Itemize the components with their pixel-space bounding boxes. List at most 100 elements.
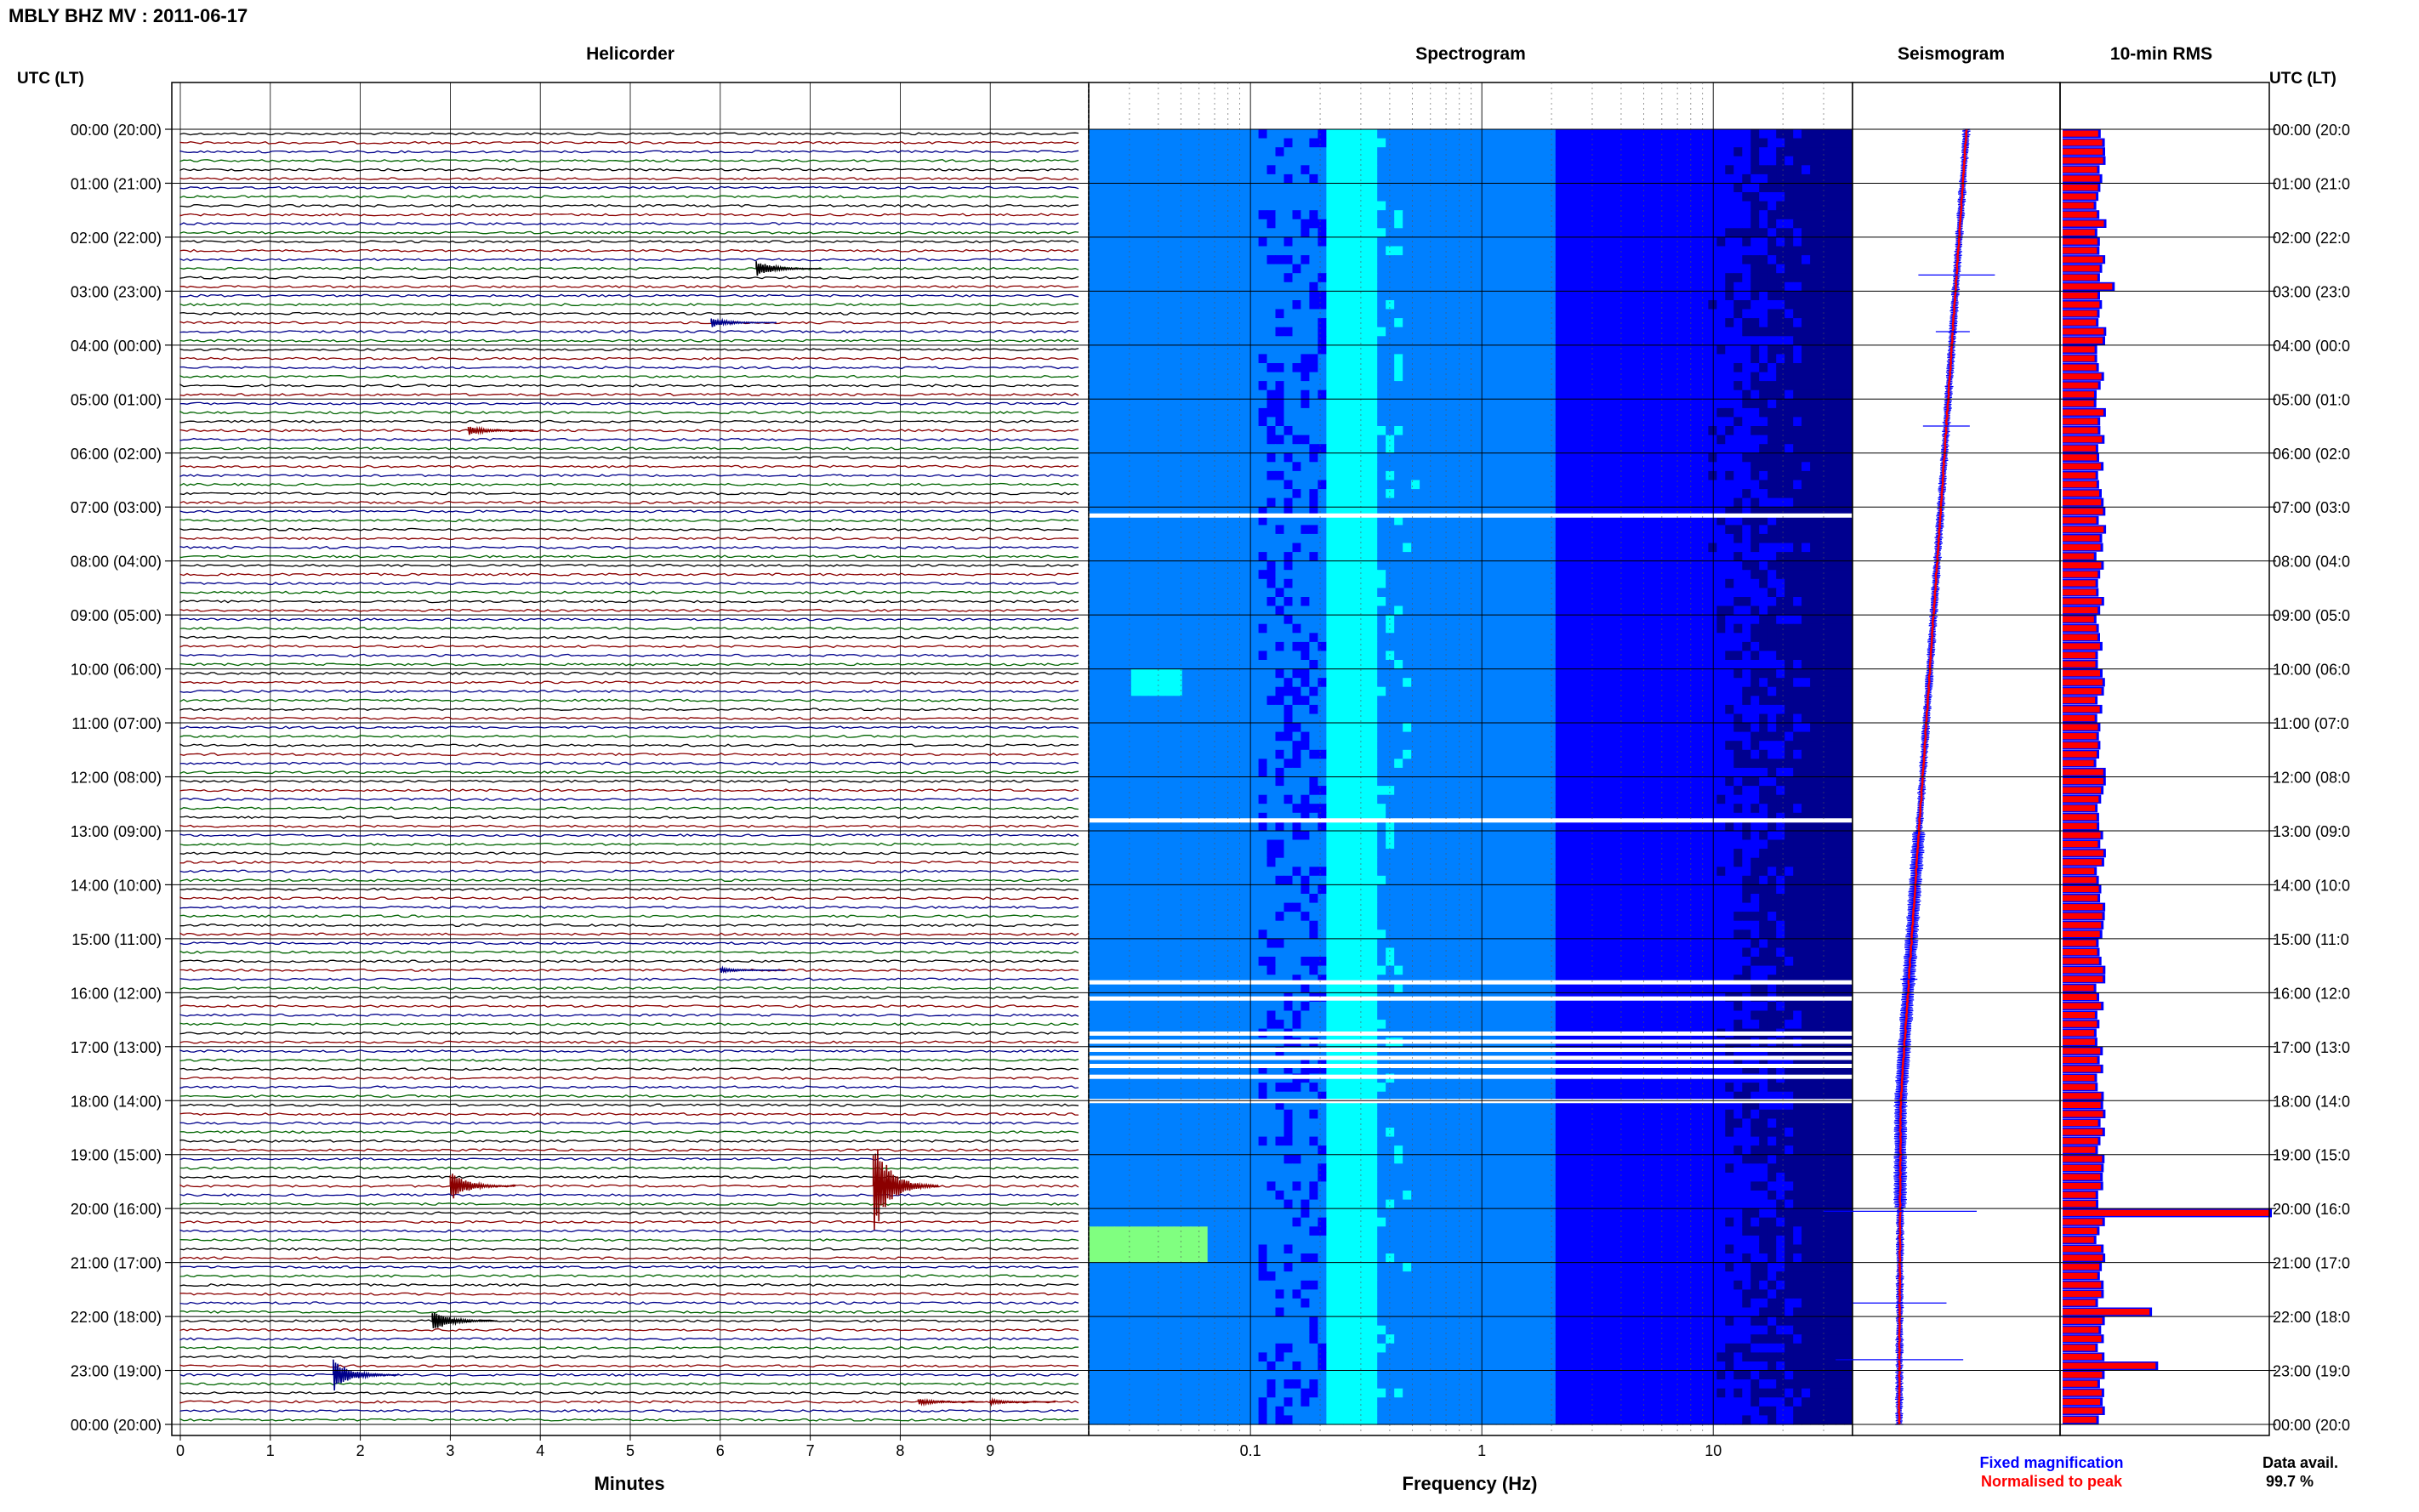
spectrogram-cell (1580, 201, 1591, 211)
spectrogram-cell (1529, 129, 1540, 139)
spectrogram-cell (1369, 336, 1378, 346)
spectrogram-cell (1241, 281, 1251, 292)
spectrogram-cell (1369, 399, 1378, 409)
spectrogram-cell (1122, 210, 1132, 220)
spectrogram-cell (1147, 426, 1158, 436)
spectrogram-cell (1606, 246, 1616, 256)
spectrogram-cell (1369, 525, 1378, 535)
spectrogram-cell (1776, 138, 1785, 148)
spectrogram-cell (1232, 372, 1243, 382)
spectrogram-cell (1471, 147, 1480, 157)
spectrogram-cell (1198, 354, 1209, 364)
spectrogram-cell (1759, 515, 1768, 526)
helicorder-trace (179, 384, 1079, 388)
spectrogram-cell (1454, 417, 1463, 427)
spectrogram-cell (1725, 533, 1734, 544)
spectrogram-cell (1521, 570, 1531, 580)
spectrogram-cell (1631, 236, 1642, 247)
spectrogram-cell (1682, 552, 1692, 562)
spectrogram-cell (1589, 156, 1599, 166)
spectrogram-cell (1309, 336, 1318, 346)
spectrogram-cell (1258, 426, 1268, 436)
spectrogram-cell (1318, 417, 1327, 427)
spectrogram-cell (1089, 570, 1098, 580)
spectrogram-cell (1648, 372, 1659, 382)
spectrogram-cell (1241, 426, 1251, 436)
spectrogram-cell (1352, 318, 1361, 328)
spectrogram-cell (1445, 497, 1454, 508)
spectrogram-cell (1106, 515, 1115, 526)
spectrogram-cell (1488, 236, 1497, 247)
spectrogram-cell (1130, 344, 1141, 355)
spectrogram-cell (1742, 236, 1751, 247)
spectrogram-cell (1733, 399, 1743, 409)
spectrogram-cell (1258, 228, 1268, 238)
spectrogram-cell (1089, 507, 1098, 517)
spectrogram-cell (1725, 236, 1734, 247)
spectrogram-cell (1156, 507, 1166, 517)
spectrogram-cell (1810, 291, 1819, 301)
spectrogram-cell (1606, 452, 1616, 463)
spectrogram-cell (1742, 309, 1751, 319)
spectrogram-cell (1844, 291, 1853, 301)
spectrogram-cell (1521, 228, 1531, 238)
right-axis-title: UTC (LT) (2269, 70, 2336, 88)
spectrogram-cell (1725, 273, 1734, 283)
spectrogram-cell (1495, 507, 1505, 517)
spectrogram-cell (1827, 480, 1836, 490)
spectrogram-cell (1580, 560, 1591, 571)
spectrogram-cell (1386, 255, 1395, 265)
spectrogram-cell (1495, 219, 1505, 229)
spectrogram-cell (1614, 129, 1625, 139)
spectrogram-cell (1716, 480, 1726, 490)
spectrogram-cell (1563, 597, 1574, 607)
spectrogram-cell (1335, 507, 1344, 517)
spectrogram-cell (1471, 533, 1480, 544)
spectrogram-cell (1674, 389, 1684, 400)
spectrogram-cell (1377, 264, 1386, 274)
spectrogram-cell (1479, 291, 1488, 301)
spectrogram-cell (1742, 228, 1751, 238)
spectrogram-cell (1147, 327, 1158, 337)
spectrogram-cell (1648, 165, 1659, 175)
spectrogram-cell (1275, 309, 1285, 319)
spectrogram-cell (1454, 435, 1463, 445)
spectrogram-cell (1529, 291, 1540, 301)
rms-title: 10-min RMS (2110, 44, 2212, 64)
spectrogram-cell (1708, 560, 1717, 571)
spectrogram-cell (1725, 462, 1734, 472)
spectrogram-cell (1631, 173, 1642, 185)
spectrogram-cell (1215, 452, 1226, 463)
helicorder-trace (179, 1013, 1079, 1017)
spectrogram-cell (1648, 129, 1659, 139)
spectrogram-cell (1420, 147, 1429, 157)
spectrogram-cell (1623, 300, 1633, 310)
spectrogram-cell (1403, 255, 1412, 265)
spectrogram-cell (1597, 417, 1608, 427)
spectrogram-cell (1394, 407, 1403, 418)
spectrogram-cell (1725, 552, 1734, 562)
spectrogram-cell (1521, 236, 1531, 247)
helicorder-trace (179, 321, 1079, 325)
spectrogram-cell (1309, 489, 1318, 499)
spectrogram-cell (1665, 533, 1676, 544)
spectrogram-cell (1597, 255, 1608, 265)
spectrogram-cell (1343, 219, 1352, 229)
spectrogram-cell (1844, 255, 1853, 265)
spectrogram-cell (1623, 515, 1633, 526)
spectrogram-cell (1708, 255, 1717, 265)
spectrogram-cell (1793, 452, 1802, 463)
spectrogram-cell (1836, 246, 1845, 256)
spectrogram-cell (1580, 435, 1591, 445)
spectrogram-cell (1555, 236, 1565, 247)
spectrogram-cell (1623, 246, 1633, 256)
spectrogram-cell (1631, 507, 1642, 517)
spectrogram-cell (1318, 552, 1327, 562)
spectrogram-cell (1097, 507, 1107, 517)
spectrogram-cell (1471, 138, 1480, 148)
spectrogram-cell (1725, 147, 1734, 157)
spectrogram-cell (1572, 533, 1582, 544)
spectrogram-cell (1181, 515, 1192, 526)
spectrogram-cell (1164, 264, 1175, 274)
spectrogram-cell (1504, 129, 1514, 139)
